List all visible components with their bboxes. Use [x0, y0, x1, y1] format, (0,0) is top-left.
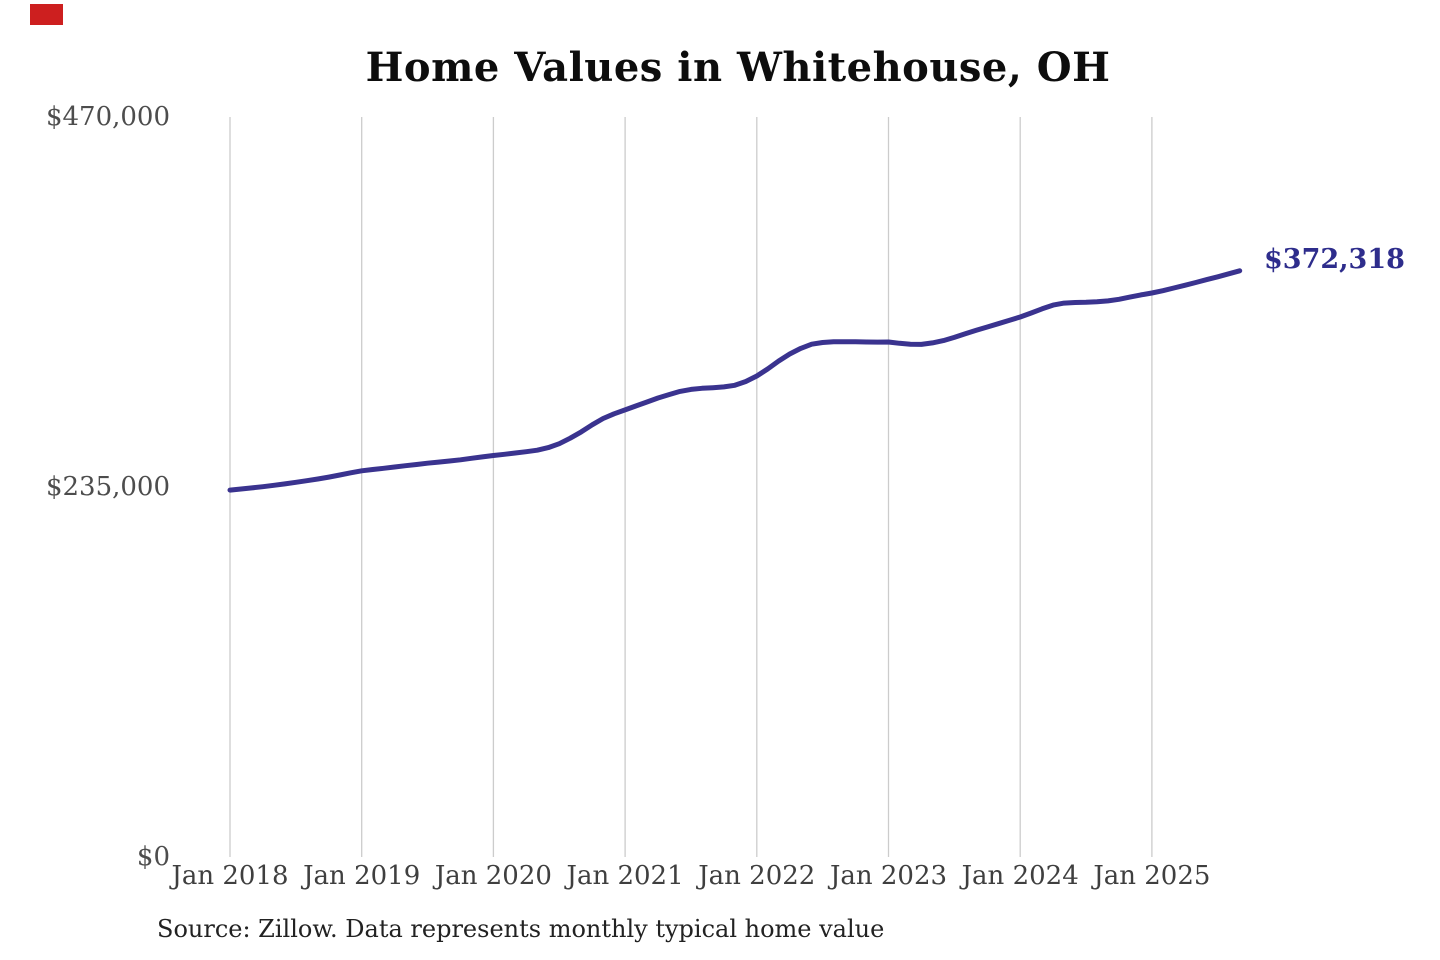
- latest-value-label: $372,318: [1264, 244, 1405, 275]
- x-axis-tick-label: Jan 2024: [961, 861, 1079, 891]
- home-value-line-series: [227, 268, 1243, 493]
- x-axis-tick-label: Jan 2025: [1093, 861, 1211, 891]
- y-axis-tick-label: $470,000: [45, 102, 170, 132]
- gridlines-group: [229, 117, 1153, 857]
- y-axis-tick-label: $0: [136, 842, 170, 872]
- x-axis-tick-label: Jan 2023: [829, 861, 948, 891]
- x-axis-tick-label: Jan 2021: [566, 861, 684, 891]
- x-axis-tick-label: Jan 2020: [434, 861, 552, 891]
- y-axis-tick-label: $235,000: [45, 472, 170, 502]
- source-note: Source: Zillow. Data represents monthly …: [157, 915, 885, 943]
- chart-title: Home Values in Whitehouse, OH: [365, 44, 1111, 91]
- x-axis-tick-label: Jan 2022: [698, 861, 816, 891]
- x-axis-tick-label: Jan 2018: [171, 861, 289, 891]
- red-marker: [30, 4, 63, 25]
- x-axis-tick-label: Jan 2019: [303, 861, 421, 891]
